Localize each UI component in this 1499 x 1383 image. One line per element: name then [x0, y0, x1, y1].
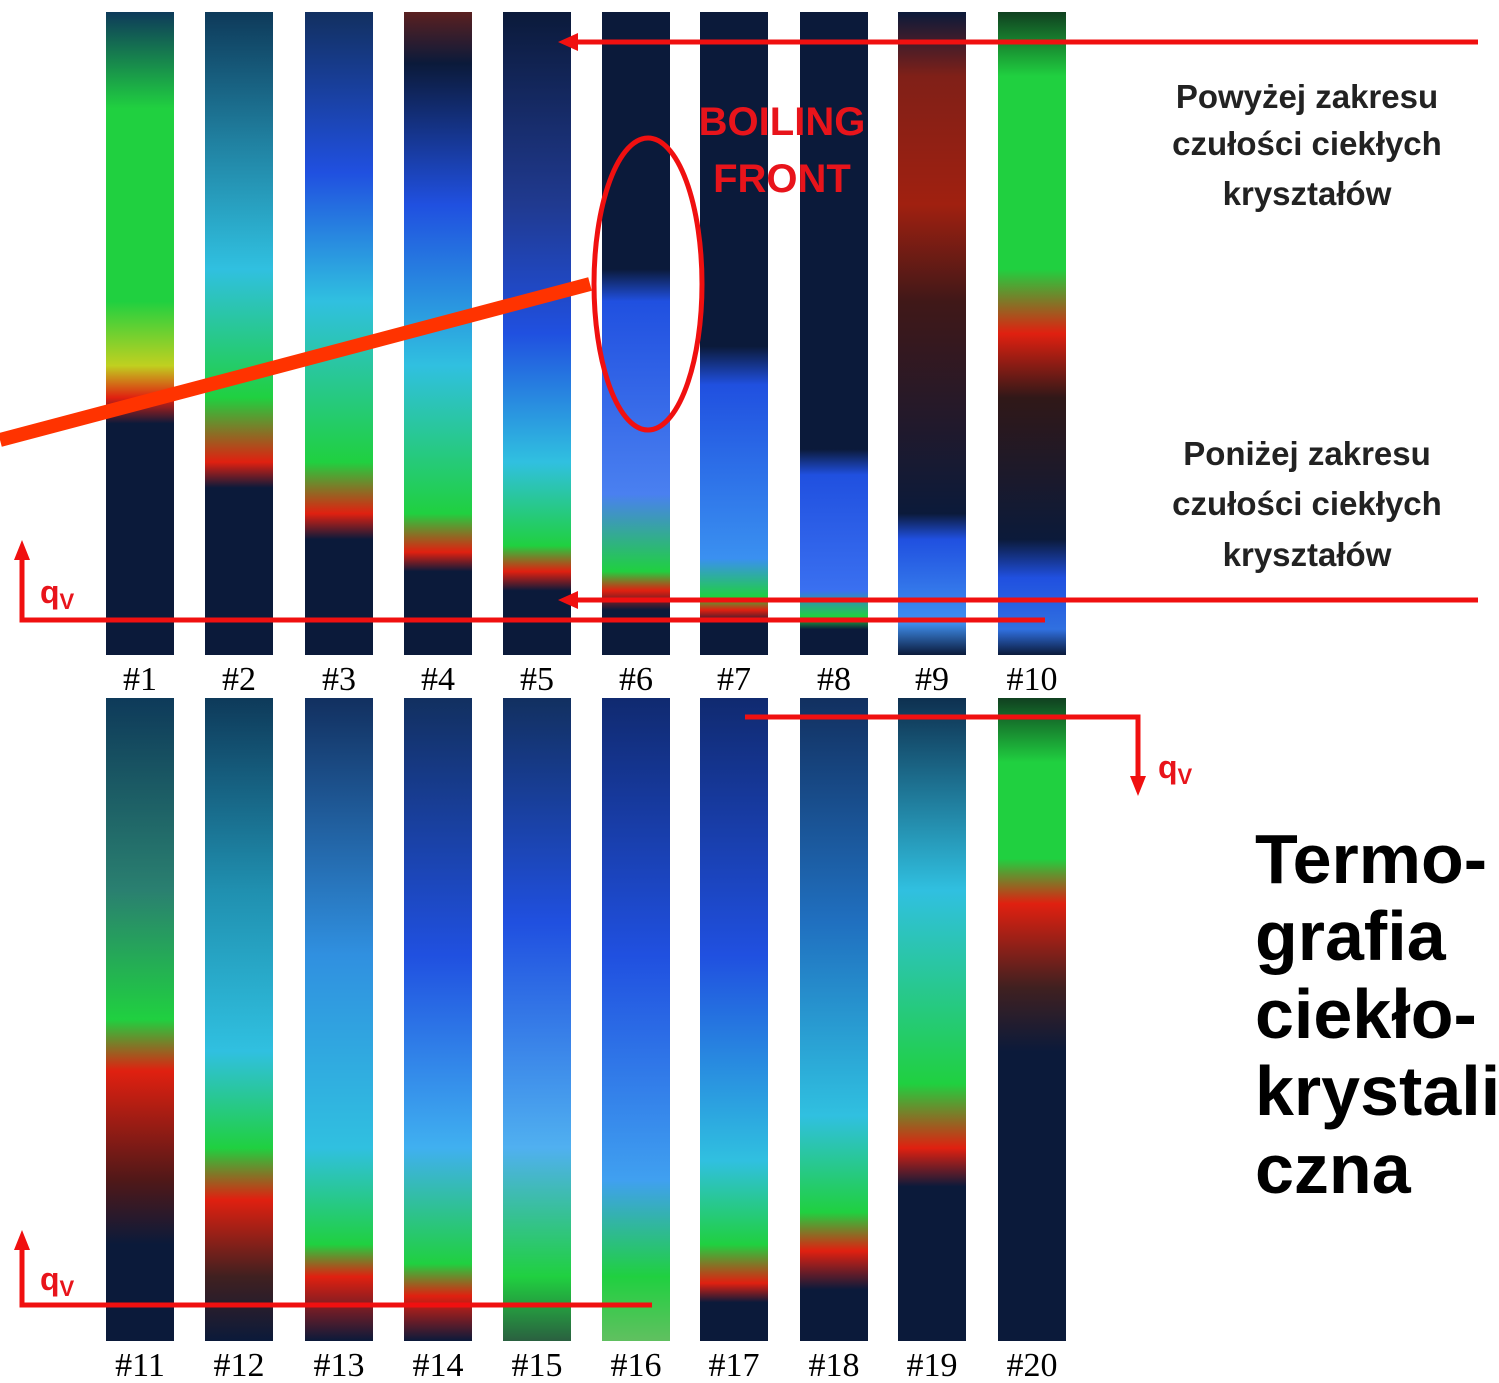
image-strip	[898, 698, 966, 1341]
image-strip	[700, 698, 768, 1341]
strip-label: #3	[322, 661, 356, 698]
flow-arrow	[19, 558, 1045, 623]
flow-subscript: V	[1178, 764, 1193, 789]
strip-label: #14	[413, 1347, 464, 1383]
image-strip	[700, 12, 768, 655]
strip-label: #15	[512, 1347, 563, 1383]
strip-label: #10	[1007, 661, 1058, 698]
arrow-head	[14, 1230, 30, 1250]
flow-arrow	[19, 1248, 652, 1308]
strip-label: #6	[619, 661, 653, 698]
strip-label: #7	[717, 661, 751, 698]
flow-label: qV	[40, 1261, 75, 1301]
strip-label: #12	[214, 1347, 265, 1383]
arrow-head	[14, 540, 30, 560]
title: krystali	[1255, 1052, 1499, 1130]
boiling-front: BOILING	[699, 100, 866, 144]
arrow-head	[1130, 776, 1146, 796]
annotation: czułości ciekłych	[1172, 485, 1442, 522]
pointer-line	[0, 277, 592, 447]
annotation: Poniżej zakresu	[1183, 435, 1431, 472]
title: Termo-	[1255, 820, 1487, 898]
flow-label: qV	[40, 574, 75, 614]
image-strip	[503, 12, 571, 655]
strip-label: #13	[314, 1347, 365, 1383]
image-strip	[602, 698, 670, 1341]
image-strip	[106, 698, 174, 1341]
image-strip	[898, 12, 966, 655]
strip-label: #17	[709, 1347, 760, 1383]
flow-subscript: V	[60, 589, 75, 614]
annotation: kryształów	[1223, 536, 1392, 573]
arrow-head	[558, 33, 578, 51]
image-strip	[205, 698, 273, 1341]
strip-label: #20	[1007, 1347, 1058, 1383]
flow-label: qV	[1158, 749, 1193, 789]
strip-label: #16	[611, 1347, 662, 1383]
image-strip	[998, 698, 1066, 1341]
strip-label: #19	[907, 1347, 958, 1383]
strip-label: #4	[421, 661, 455, 698]
annotation: czułości ciekłych	[1172, 125, 1442, 162]
image-strip	[106, 12, 174, 655]
image-strip	[800, 12, 868, 655]
strip-label: #1	[123, 661, 157, 698]
title: grafia	[1255, 897, 1447, 975]
strip-label: #2	[222, 661, 256, 698]
arrow-head	[558, 591, 578, 609]
image-strip	[800, 698, 868, 1341]
flow-subscript: V	[60, 1276, 75, 1301]
annotation: Powyżej zakresu	[1176, 78, 1438, 115]
boiling-ellipse	[591, 135, 705, 433]
flow-symbol: q	[1158, 749, 1178, 785]
boiling-front: FRONT	[713, 157, 851, 201]
annotation: kryształów	[1223, 175, 1392, 212]
image-strip	[503, 698, 571, 1341]
strip-label: #11	[115, 1347, 165, 1383]
image-strip	[205, 12, 273, 655]
strip-label: #18	[809, 1347, 860, 1383]
image-strip	[602, 12, 670, 655]
strip-label: #9	[915, 661, 949, 698]
flow-symbol: q	[40, 1261, 60, 1297]
flow-symbol: q	[40, 574, 60, 610]
image-strip	[404, 698, 472, 1341]
flow-arrow	[745, 714, 1141, 778]
title: ciekło-	[1255, 975, 1477, 1053]
image-strip	[305, 698, 373, 1341]
strip-label: #5	[520, 661, 554, 698]
strip-label: #8	[817, 661, 851, 698]
image-strip	[998, 12, 1066, 655]
title: czna	[1255, 1130, 1412, 1208]
image-strip	[305, 12, 373, 655]
